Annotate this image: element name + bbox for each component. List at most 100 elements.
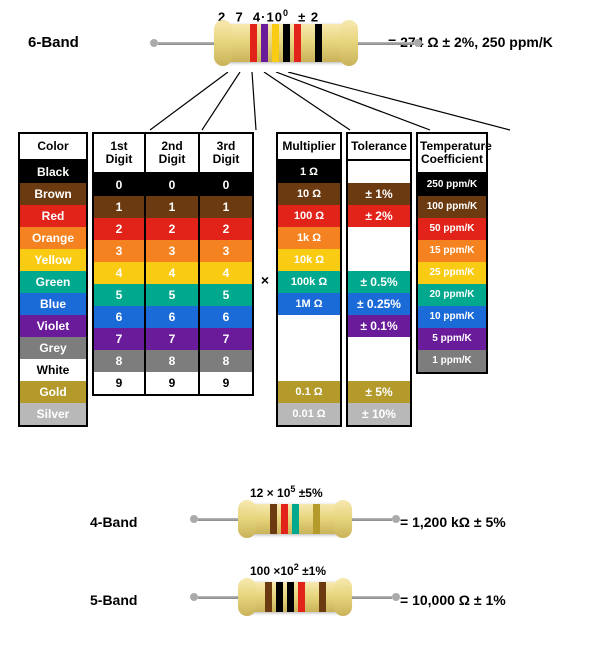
band-black [287,582,294,612]
cell-tolerance-violet: ± 0.1% [348,315,410,337]
cell-tolerance-silver: ± 10% [348,403,410,425]
cell-tolerance-orange [348,227,410,249]
math-4band: 12 × 105 ±5% [250,484,323,500]
band-black [276,582,283,612]
band-green [292,504,299,534]
label-5band: 5-Band [90,592,137,608]
band-red [281,504,288,534]
cell-digit-green: 5 [94,284,144,306]
band-red [250,24,257,62]
multiply-symbol: × [258,272,272,288]
cell-digit-black: 0 [200,174,252,196]
cell-multiplier-blue: 1M Ω [278,293,340,315]
cell-tempco-violet: 5 ppm/K [418,328,486,350]
result-5band: = 10,000 Ω ± 1% [400,592,506,608]
cell-tolerance-black [348,161,410,183]
band-red [294,24,301,62]
cell-multiplier-yellow: 10k Ω [278,249,340,271]
cell-color-silver: Silver [20,403,86,425]
cell-multiplier-white [278,359,340,381]
column-multiplier: Multiplier 1 Ω10 Ω100 Ω1k Ω10k Ω100k Ω1M… [276,132,342,427]
cell-digit-yellow: 4 [146,262,198,284]
cell-digit-black: 0 [146,174,198,196]
column-digit-1: 1stDigit 0123456789 [92,132,146,396]
header-color: Color [20,134,86,161]
cell-multiplier-grey [278,337,340,359]
header-d3: 3rdDigit [200,134,252,174]
cell-digit-green: 5 [200,284,252,306]
band-black [283,24,290,62]
cell-digit-yellow: 4 [200,262,252,284]
header-d2: 2ndDigit [146,134,198,174]
color-code-chart: Color BlackBrownRedOrangeYellowGreenBlue… [18,132,488,427]
digit-columns: 1stDigit 0123456789 2ndDigit 0123456789 … [92,132,254,396]
column-tempco: TemperatureCoefficient 250 ppm/K100 ppm/… [416,132,488,374]
band-gold [313,504,320,534]
band-values-6band: 2 7 4·100 ± 2 [218,8,319,24]
cell-digit-blue: 6 [146,306,198,328]
example-5band: 100 ×102 ±1% 5-Band = 10,000 Ω ± 1% [0,558,595,636]
cell-color-yellow: Yellow [20,249,86,271]
cell-multiplier-green: 100k Ω [278,271,340,293]
cell-digit-orange: 3 [94,240,144,262]
header-mult: Multiplier [278,134,340,161]
cell-multiplier-orange: 1k Ω [278,227,340,249]
cell-tempco-blue: 10 ppm/K [418,306,486,328]
band-red [298,582,305,612]
cell-tolerance-gold: ± 5% [348,381,410,403]
cell-tempco-green: 20 ppm/K [418,284,486,306]
cell-color-gold: Gold [20,381,86,403]
cell-tolerance-grey [348,337,410,359]
cell-tempco-black: 250 ppm/K [418,174,486,196]
cell-multiplier-brown: 10 Ω [278,183,340,205]
cell-tempco-red: 50 ppm/K [418,218,486,240]
label-4band: 4-Band [90,514,137,530]
cell-color-violet: Violet [20,315,86,337]
band-brown [265,582,272,612]
band-brown [319,582,326,612]
cell-tempco-grey: 1 ppm/K [418,350,486,372]
cell-tolerance-blue: ± 0.25% [348,293,410,315]
cell-digit-red: 2 [94,218,144,240]
cell-tolerance-red: ± 2% [348,205,410,227]
band-yellow [272,24,279,62]
band-black [315,24,322,62]
cell-digit-green: 5 [146,284,198,306]
cell-digit-red: 2 [146,218,198,240]
cell-digit-blue: 6 [94,306,144,328]
cell-digit-red: 2 [200,218,252,240]
cell-tolerance-white [348,359,410,381]
label-6band: 6-Band [28,34,79,51]
cell-digit-orange: 3 [146,240,198,262]
cell-digit-brown: 1 [146,196,198,218]
band-brown [270,504,277,534]
cell-color-grey: Grey [20,337,86,359]
column-tolerance: Tolerance ± 1%± 2%± 0.5%± 0.25%± 0.1%± 5… [346,132,412,427]
cell-digit-grey: 8 [146,350,198,372]
cell-digit-brown: 1 [200,196,252,218]
cell-digit-white: 9 [200,372,252,394]
cell-digit-white: 9 [94,372,144,394]
result-4band: = 1,200 kΩ ± 5% [400,514,506,530]
cell-digit-violet: 7 [200,328,252,350]
cell-multiplier-gold: 0.1 Ω [278,381,340,403]
column-digit-2: 2ndDigit 0123456789 [146,132,200,396]
cell-multiplier-violet [278,315,340,337]
cell-digit-yellow: 4 [94,262,144,284]
cell-color-white: White [20,359,86,381]
cell-color-red: Red [20,205,86,227]
column-digit-3: 3rdDigit 0123456789 [200,132,254,396]
cell-digit-brown: 1 [94,196,144,218]
cell-digit-grey: 8 [200,350,252,372]
header-d1: 1stDigit [94,134,144,174]
cell-color-green: Green [20,271,86,293]
cell-multiplier-black: 1 Ω [278,161,340,183]
cell-multiplier-red: 100 Ω [278,205,340,227]
cell-tempco-yellow: 25 ppm/K [418,262,486,284]
cell-tempco-brown: 100 ppm/K [418,196,486,218]
cell-tolerance-green: ± 0.5% [348,271,410,293]
column-color: Color BlackBrownRedOrangeYellowGreenBlue… [18,132,88,427]
cell-color-brown: Brown [20,183,86,205]
header-temp: TemperatureCoefficient [418,134,486,174]
example-4band: 12 × 105 ±5% 4-Band = 1,200 kΩ ± 5% [0,480,595,558]
